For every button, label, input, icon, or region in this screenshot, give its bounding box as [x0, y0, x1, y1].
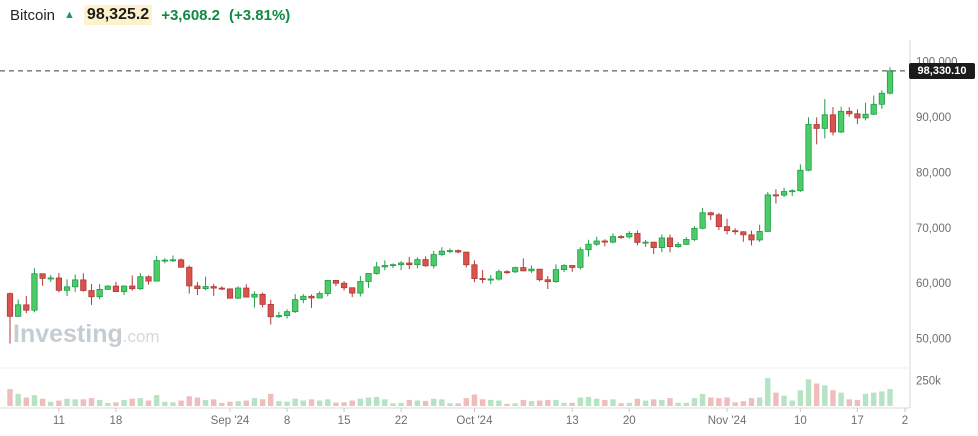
current-price-tag: 98,330.10 [909, 62, 975, 79]
watermark: Investing.com [13, 320, 160, 349]
watermark-light: .com [122, 327, 160, 346]
svg-text:8: 8 [284, 415, 290, 427]
candlesticks[interactable] [6, 67, 894, 344]
volume-bars [7, 378, 893, 406]
svg-text:20: 20 [623, 415, 636, 427]
svg-text:50,000: 50,000 [916, 334, 951, 346]
price-change: +3,608.2 [161, 6, 221, 24]
up-arrow-icon: ▲ [64, 9, 75, 21]
svg-text:11: 11 [53, 415, 65, 427]
svg-text:90,000: 90,000 [916, 112, 951, 124]
x-axis-labels: 11 18 Sep '24 8 15 22 Oct '24 13 20 Nov '24 10 17 2 [53, 408, 908, 427]
last-price: 98,325.2 [83, 5, 153, 25]
price-change-pct: (+3.81%) [229, 6, 291, 24]
svg-text:2: 2 [902, 415, 908, 427]
svg-text:22: 22 [395, 415, 408, 427]
chart-borders [0, 40, 911, 409]
instrument-name[interactable]: Bitcoin [10, 6, 56, 24]
svg-text:17: 17 [851, 415, 864, 427]
svg-text:70,000: 70,000 [916, 223, 951, 235]
svg-text:13: 13 [566, 415, 579, 427]
svg-text:15: 15 [338, 415, 351, 427]
svg-text:80,000: 80,000 [916, 167, 951, 179]
svg-text:18: 18 [110, 415, 123, 427]
svg-text:Nov '24: Nov '24 [708, 415, 747, 427]
svg-text:60,000: 60,000 [916, 278, 951, 290]
instrument-header: Bitcoin ▲ 98,325.2 +3,608.2 (+3.81%) [10, 5, 290, 25]
svg-text:250k: 250k [916, 376, 941, 388]
svg-text:Oct '24: Oct '24 [456, 415, 493, 427]
y-axis-labels: 100,00090,00080,00070,00060,00050,000250… [916, 57, 958, 388]
svg-text:Sep '24: Sep '24 [211, 415, 250, 427]
watermark-bold: Investing [13, 320, 123, 348]
svg-text:10: 10 [794, 415, 807, 427]
